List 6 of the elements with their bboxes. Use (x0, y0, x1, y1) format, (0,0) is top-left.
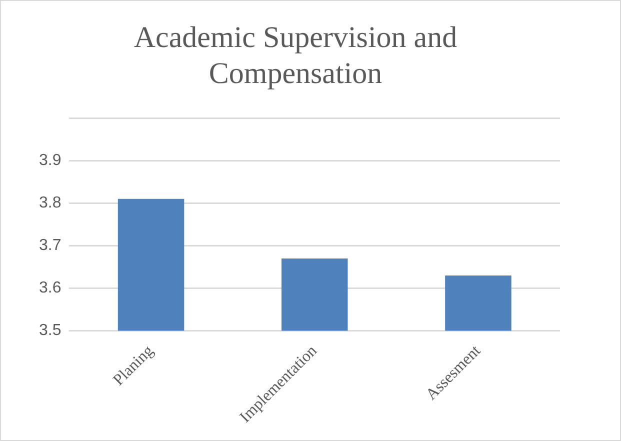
chart-title: Academic Supervision and Compensation (134, 20, 458, 90)
y-tick-label: 3.6 (38, 280, 62, 297)
y-tick-label: 3.8 (38, 194, 62, 212)
y-tick-label: 3.9 (38, 152, 62, 169)
y-tick-label: 3.7 (38, 237, 62, 254)
y-tick-label: 3.5 (38, 322, 62, 340)
